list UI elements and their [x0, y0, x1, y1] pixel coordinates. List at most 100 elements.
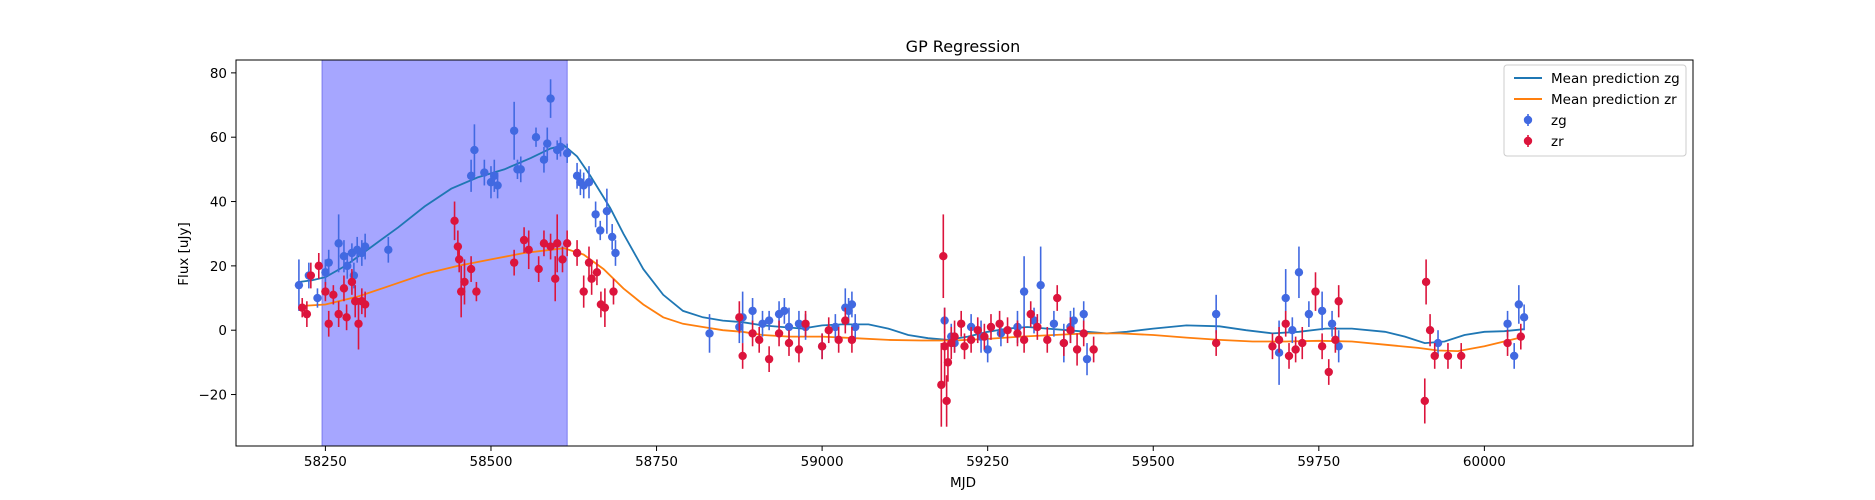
data-point	[705, 329, 714, 338]
legend-item: zr	[1523, 134, 1564, 150]
data-point	[966, 335, 976, 345]
data-point	[844, 306, 853, 316]
data-point	[1003, 326, 1012, 335]
data-point	[562, 149, 572, 158]
legend-label: zr	[1551, 134, 1564, 150]
data-point	[546, 242, 555, 251]
data-point	[851, 322, 860, 332]
data-point	[524, 245, 533, 254]
data-point	[748, 306, 757, 316]
data-point	[950, 332, 959, 341]
data-point	[1331, 335, 1340, 345]
data-point	[1281, 319, 1290, 328]
x-tick-label: 59500	[1132, 454, 1175, 470]
data-point	[609, 287, 618, 296]
data-point	[509, 258, 519, 267]
data-point	[1059, 338, 1069, 348]
data-point	[794, 319, 804, 328]
data-point	[539, 155, 549, 164]
data-point	[1036, 280, 1045, 290]
data-point	[980, 332, 989, 341]
data-point	[298, 303, 307, 312]
data-point	[460, 277, 469, 287]
data-point	[1211, 309, 1221, 319]
data-point	[817, 342, 827, 351]
data-point	[466, 171, 476, 180]
data-point	[384, 245, 393, 254]
x-tick-label: 58750	[635, 454, 678, 470]
data-point	[543, 139, 552, 148]
data-point	[584, 178, 594, 187]
legend-label: Mean prediction zg	[1551, 71, 1680, 87]
data-point	[1433, 338, 1443, 348]
data-point	[450, 216, 459, 226]
data-point	[453, 242, 463, 251]
data-point	[516, 165, 525, 174]
y-tick-label: 60	[210, 130, 227, 146]
data-point	[847, 300, 857, 309]
data-point	[313, 293, 322, 303]
data-point	[1503, 319, 1512, 328]
data-point	[1029, 316, 1039, 325]
data-point	[1281, 293, 1290, 303]
data-point	[947, 338, 956, 348]
data-point	[960, 342, 969, 351]
data-point	[302, 309, 312, 319]
data-point	[486, 178, 496, 187]
data-point	[758, 319, 767, 328]
data-point	[1311, 287, 1320, 296]
data-point	[579, 287, 588, 296]
legend-label: zg	[1551, 113, 1567, 129]
data-point	[1079, 329, 1088, 338]
chart-title: GP Regression	[906, 37, 1021, 56]
data-point	[764, 354, 774, 364]
data-point	[1019, 287, 1029, 296]
data-point	[1288, 326, 1297, 335]
data-point	[306, 271, 316, 280]
data-point	[357, 248, 367, 258]
data-point	[1013, 329, 1022, 338]
data-point	[556, 142, 565, 152]
data-point	[1421, 277, 1431, 287]
data-point	[764, 316, 774, 325]
data-point	[1324, 367, 1333, 377]
x-tick-label: 59250	[966, 454, 1009, 470]
data-point	[534, 264, 543, 274]
data-point	[1049, 319, 1059, 328]
data-point	[572, 171, 582, 180]
data-point	[1519, 313, 1529, 322]
data-point	[329, 290, 338, 300]
data-point	[831, 322, 840, 332]
data-point	[551, 274, 560, 283]
data-point	[339, 252, 349, 261]
legend-label: Mean prediction zr	[1551, 92, 1677, 108]
data-point	[735, 313, 744, 322]
data-point	[824, 326, 833, 335]
data-point	[607, 232, 617, 242]
data-point	[986, 322, 996, 332]
data-point	[456, 287, 466, 296]
data-point	[1298, 338, 1307, 348]
data-point	[339, 284, 349, 293]
x-tick-label: 58500	[469, 454, 512, 470]
data-point	[587, 274, 596, 283]
data-point	[321, 287, 330, 296]
data-point	[592, 268, 602, 277]
data-point	[940, 342, 949, 351]
data-point	[1082, 354, 1092, 364]
x-tick-label: 58250	[304, 454, 347, 470]
x-tick-label: 59750	[1297, 454, 1340, 470]
data-point	[360, 300, 370, 309]
data-point	[600, 303, 610, 312]
data-point	[1443, 351, 1453, 361]
data-point	[1089, 345, 1098, 354]
data-point	[1069, 316, 1078, 325]
data-point	[1457, 351, 1466, 361]
data-point	[334, 239, 343, 248]
y-tick-label: 20	[210, 259, 227, 275]
data-point	[1284, 351, 1294, 361]
data-point	[754, 335, 764, 345]
data-point	[1026, 309, 1035, 319]
data-point	[454, 255, 464, 264]
axes-frame	[235, 59, 1694, 447]
